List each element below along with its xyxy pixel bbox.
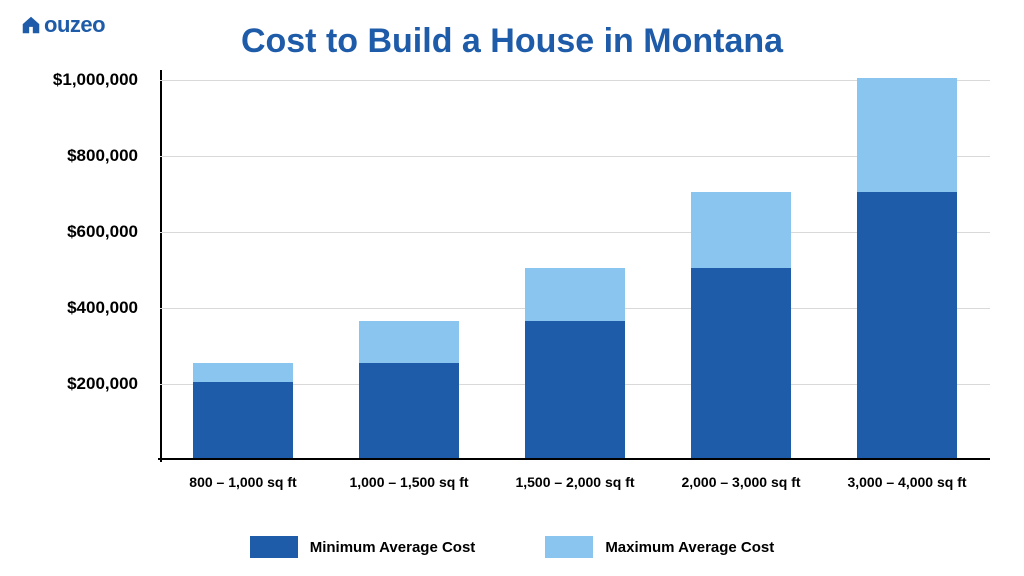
- bar-min: [691, 268, 791, 458]
- x-tick-label: 1,000 – 1,500 sq ft: [334, 474, 484, 490]
- y-tick-label: $200,000: [67, 374, 138, 394]
- y-axis-labels: $200,000$400,000$600,000$800,000$1,000,0…: [70, 80, 150, 460]
- legend-swatch-max: [545, 536, 593, 558]
- bar-min: [525, 321, 625, 458]
- bar-min: [359, 363, 459, 458]
- bar-group: [183, 80, 303, 458]
- x-tick-label: 1,500 – 2,000 sq ft: [500, 474, 650, 490]
- y-tick-label: $1,000,000: [53, 70, 138, 90]
- legend-item-max: Maximum Average Cost: [545, 536, 774, 558]
- x-tick-label: 3,000 – 4,000 sq ft: [832, 474, 982, 490]
- legend: Minimum Average Cost Maximum Average Cos…: [0, 536, 1024, 558]
- bars-container: [160, 80, 990, 458]
- y-tick-label: $600,000: [67, 222, 138, 242]
- legend-swatch-min: [250, 536, 298, 558]
- legend-label-min: Minimum Average Cost: [310, 539, 476, 556]
- plot-area: [160, 80, 990, 460]
- bar-min: [857, 192, 957, 458]
- bar-min: [193, 382, 293, 458]
- x-axis-line: [158, 458, 990, 460]
- legend-item-min: Minimum Average Cost: [250, 536, 476, 558]
- x-tick-label: 800 – 1,000 sq ft: [168, 474, 318, 490]
- bar-group: [681, 80, 801, 458]
- chart-title: Cost to Build a House in Montana: [0, 22, 1024, 61]
- bar-group: [515, 80, 635, 458]
- legend-label-max: Maximum Average Cost: [605, 539, 774, 556]
- bar-group: [349, 80, 469, 458]
- x-axis-labels: 800 – 1,000 sq ft 1,000 – 1,500 sq ft 1,50…: [160, 474, 990, 490]
- page: ouzeo Cost to Build a House in Montana $…: [0, 0, 1024, 576]
- x-tick-label: 2,000 – 3,000 sq ft: [666, 474, 816, 490]
- y-tick-label: $400,000: [67, 298, 138, 318]
- bar-group: [847, 80, 967, 458]
- y-tick-label: $800,000: [67, 146, 138, 166]
- chart: $200,000$400,000$600,000$800,000$1,000,0…: [70, 80, 990, 460]
